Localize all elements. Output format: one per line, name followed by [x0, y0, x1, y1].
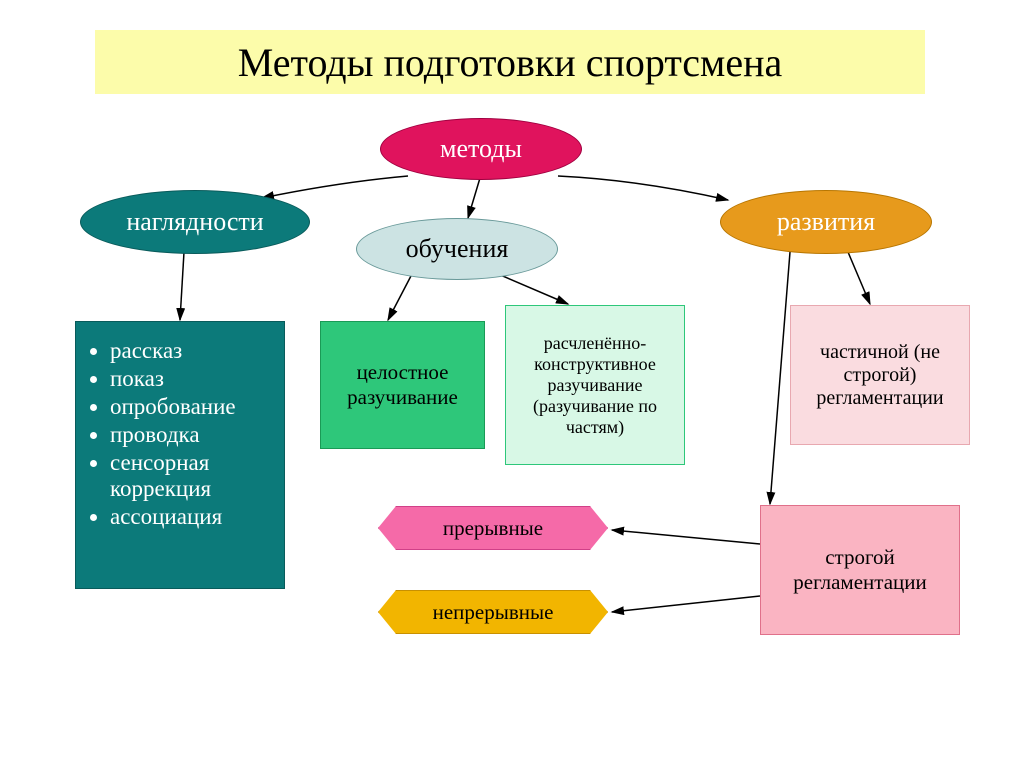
list-item: рассказ [110, 338, 274, 364]
node-list: рассказпоказопробованиепроводкасенсорная… [75, 321, 285, 589]
node-strict: строгой регламентации [760, 505, 960, 635]
node-visual: наглядности [80, 190, 310, 254]
arrow [612, 596, 760, 612]
list-item: сенсорная коррекция [110, 450, 274, 502]
node-methods: методы [380, 118, 582, 180]
node-label: непрерывные [425, 596, 562, 629]
slide-title-text: Методы подготовки спортсмена [238, 39, 783, 86]
arrow [848, 252, 870, 304]
node-label: развития [769, 203, 883, 241]
node-label: прерывные [435, 512, 551, 545]
node-label: обучения [398, 230, 517, 268]
node-noninterrupt: непрерывные [378, 590, 608, 634]
node-learning: обучения [356, 218, 558, 280]
list-item: ассоциация [110, 504, 274, 530]
node-interrupt: прерывные [378, 506, 608, 550]
arrow [262, 176, 408, 198]
node-whole: целостное разучивание [320, 321, 485, 449]
node-label: строгой регламентации [761, 541, 959, 599]
node-partial: частичной (не строгой) регламентации [790, 305, 970, 445]
arrow [498, 274, 568, 304]
node-label: целостное разучивание [321, 356, 484, 414]
arrow [468, 178, 480, 218]
node-label: наглядности [118, 203, 271, 241]
arrow [612, 530, 760, 544]
list-item: проводка [110, 422, 274, 448]
arrow [558, 176, 728, 200]
node-label: расчленённо-конструктивное разучивание (… [506, 329, 684, 442]
node-label: методы [432, 130, 530, 168]
list-item: показ [110, 366, 274, 392]
list-item: опробование [110, 394, 274, 420]
arrow [388, 274, 412, 320]
arrow [180, 252, 184, 320]
node-develop: развития [720, 190, 932, 254]
node-parts: расчленённо-конструктивное разучивание (… [505, 305, 685, 465]
arrow [770, 252, 790, 504]
node-label: частичной (не строгой) регламентации [791, 337, 969, 414]
slide-title: Методы подготовки спортсмена [95, 30, 925, 94]
